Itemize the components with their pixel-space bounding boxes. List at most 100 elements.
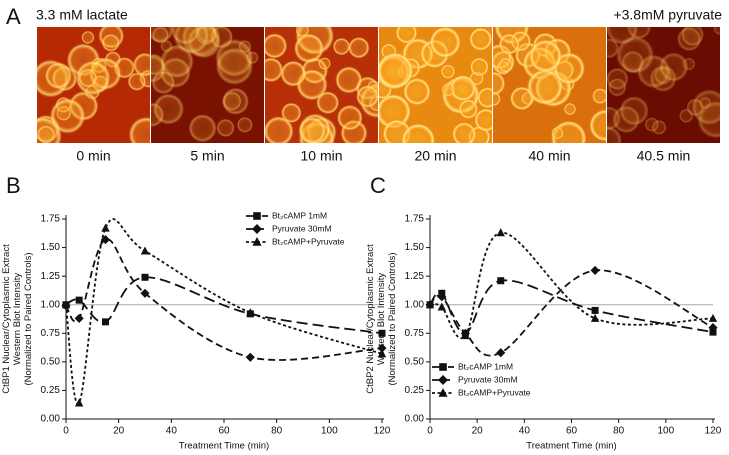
cell	[265, 116, 294, 143]
micrograph	[265, 27, 378, 143]
micrographs	[37, 27, 720, 143]
marker	[74, 313, 84, 323]
cell	[528, 39, 563, 74]
y-tick-label: 1.00	[41, 299, 61, 310]
cell	[607, 125, 623, 143]
y-axis-label: CtBP2 Nuclear/Cytoplasmic ExtractWestern…	[365, 244, 398, 394]
cell	[402, 77, 431, 106]
cell	[347, 36, 370, 59]
cell	[451, 121, 477, 143]
cell	[295, 27, 310, 38]
image-caption: 10 min	[300, 148, 342, 164]
marker	[461, 331, 470, 340]
legend-label: Bt₂cAMP 1mM	[458, 361, 513, 371]
micrograph	[379, 27, 492, 143]
cell	[476, 86, 492, 109]
marker	[102, 318, 109, 326]
x-tick-label: 0	[63, 426, 69, 437]
y-tick-label: 0.50	[41, 356, 61, 367]
cell	[160, 40, 173, 53]
marker	[253, 212, 261, 220]
cell	[615, 35, 655, 75]
cell	[713, 27, 720, 35]
marker	[437, 292, 447, 302]
cell	[400, 122, 436, 143]
marker	[708, 313, 718, 322]
marker	[437, 302, 446, 311]
marker	[75, 296, 83, 304]
y-tick-label: 0.00	[405, 414, 425, 425]
marker	[101, 223, 110, 232]
cell	[509, 86, 534, 111]
marker	[438, 375, 448, 385]
y-axis-label-line: Western Blot Intensity	[376, 273, 387, 365]
legend-label: Pyruvate 30mM	[272, 223, 332, 233]
x-tick-label: 20	[472, 426, 484, 437]
x-tick-label: 100	[321, 426, 338, 437]
x-tick-label: 0	[427, 426, 433, 437]
cell	[293, 33, 325, 64]
cell	[498, 57, 514, 73]
cell	[128, 116, 150, 143]
y-tick-label: 1.75	[405, 214, 425, 225]
marker	[377, 349, 387, 358]
marker	[140, 288, 150, 298]
cell	[469, 57, 489, 77]
marker	[709, 328, 717, 336]
cell	[607, 38, 620, 59]
cell	[474, 108, 492, 132]
image-caption: 5 min	[190, 148, 224, 164]
marker	[497, 277, 505, 285]
marker	[438, 388, 448, 397]
x-tick-label: 80	[613, 426, 625, 437]
cell	[551, 126, 564, 140]
marker	[245, 352, 255, 362]
marker	[496, 348, 506, 358]
y-axis-label-line: CtBP2 Nuclear/Cytoplasmic Extract	[365, 244, 376, 394]
cell	[81, 30, 95, 45]
cell	[440, 64, 456, 79]
panel-label: B	[6, 173, 21, 198]
marker	[439, 363, 447, 371]
cell	[379, 93, 412, 130]
cell	[332, 37, 351, 56]
y-axis-label-line: CtBP1 Nuclear/Cytoplasmic Extract	[1, 244, 12, 394]
cell	[592, 88, 606, 105]
cell	[236, 116, 253, 133]
y-tick-label: 0.25	[405, 385, 425, 396]
cell	[37, 125, 56, 143]
x-tick-label: 60	[218, 426, 230, 437]
cell	[280, 60, 307, 87]
cell	[429, 27, 462, 59]
cell	[215, 47, 254, 86]
cell	[644, 117, 660, 132]
cell	[588, 108, 606, 142]
y-tick-label: 1.75	[41, 214, 61, 225]
y-tick-label: 0.00	[41, 414, 61, 425]
marker	[252, 237, 262, 246]
series-line	[429, 279, 714, 335]
cell	[356, 84, 378, 109]
marker	[425, 300, 435, 309]
marker	[590, 265, 600, 275]
x-tick-label: 120	[705, 426, 722, 437]
cell	[336, 104, 363, 131]
micrograph	[607, 27, 720, 143]
legend-label: Pyruvate 30mM	[458, 374, 518, 384]
marker	[591, 306, 599, 314]
y-tick-label: 1.50	[41, 242, 61, 253]
x-tick-label: 40	[166, 426, 178, 437]
panel-label: A	[6, 4, 21, 29]
cell	[395, 27, 418, 44]
cell	[680, 27, 705, 47]
marker	[496, 228, 505, 237]
y-tick-label: 1.25	[405, 271, 425, 282]
cell	[679, 108, 694, 124]
marker	[378, 329, 386, 337]
y-axis-label-line: (Normalized to Paired Controls)	[23, 252, 34, 385]
y-tick-label: 0.25	[41, 385, 61, 396]
y-tick-label: 1.00	[405, 299, 425, 310]
cell	[335, 66, 363, 94]
y-tick-label: 0.75	[41, 328, 61, 339]
y-tick-label: 1.50	[405, 242, 425, 253]
